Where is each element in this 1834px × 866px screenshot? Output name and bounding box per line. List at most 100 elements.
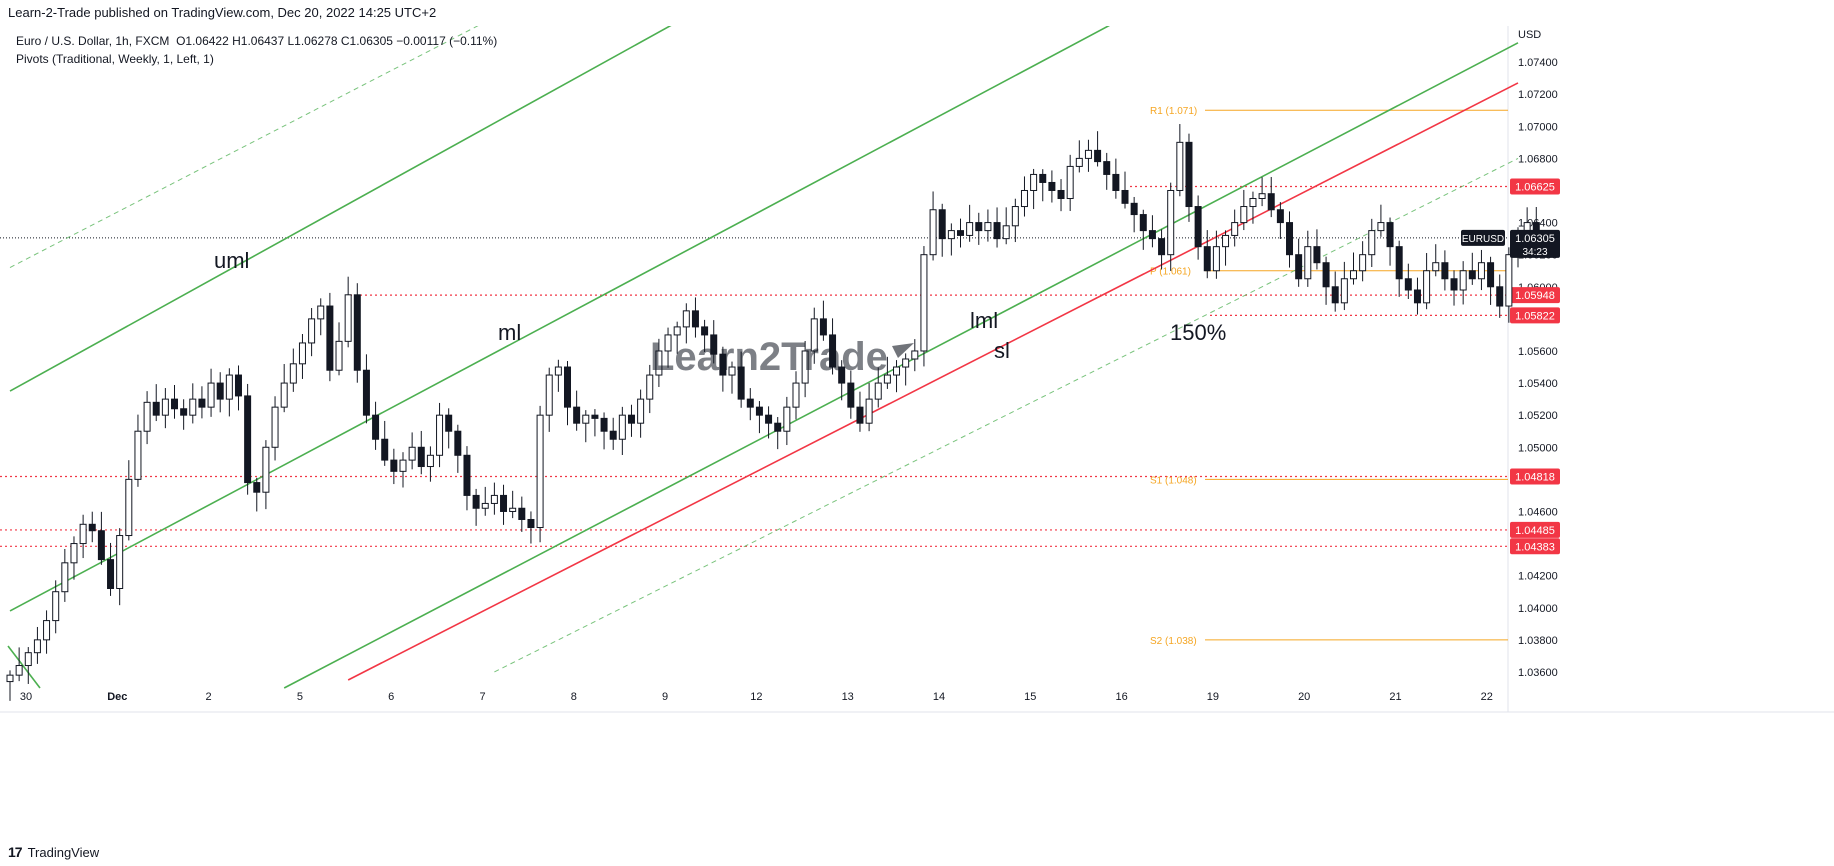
- candle-body: [1441, 262, 1449, 280]
- candle-body: [710, 334, 718, 355]
- pivot-label: S1 (1.048): [1150, 475, 1197, 486]
- candle-body: [582, 414, 590, 424]
- candle-body: [966, 222, 974, 236]
- candle-body: [1404, 278, 1412, 291]
- candle-body: [938, 209, 946, 240]
- price-axis-tick: 1.07400: [1518, 57, 1558, 69]
- candle-body: [225, 374, 233, 400]
- level-price-tag: [1510, 521, 1560, 538]
- candle-body: [509, 507, 517, 512]
- candle-body: [1359, 254, 1367, 272]
- candle-body: [1349, 270, 1357, 280]
- channel-line-sl[interactable]: [347, 82, 1519, 681]
- candle-body: [33, 639, 41, 654]
- candle-body: [1176, 141, 1184, 191]
- candle-body: [180, 408, 188, 416]
- candle-body: [883, 374, 891, 384]
- candle-body: [728, 366, 736, 376]
- candle-body: [134, 430, 142, 480]
- candle-body: [865, 398, 873, 424]
- candle-body: [79, 523, 87, 545]
- candle-body: [956, 230, 964, 236]
- level-price-tag: [1510, 538, 1560, 555]
- candle-body: [490, 494, 498, 504]
- channel-line-ml[interactable]: [9, 26, 1116, 612]
- candle-body: [1377, 222, 1385, 232]
- channel-line-upper-dashed[interactable]: [9, 26, 485, 268]
- candle-body: [6, 674, 14, 683]
- candle-body: [1139, 214, 1147, 232]
- candle-body: [372, 414, 380, 440]
- tradingview-logo[interactable]: 17 TradingView: [8, 844, 99, 860]
- candle-body: [381, 438, 389, 461]
- candle-body: [774, 422, 782, 432]
- candle-body: [746, 398, 754, 408]
- candle-body: [317, 305, 325, 320]
- candle-body: [161, 398, 169, 416]
- candle-body: [1203, 246, 1211, 272]
- candle-body: [701, 326, 709, 336]
- current-price-label: 1.06305: [1515, 233, 1555, 245]
- candle-body: [637, 398, 645, 424]
- candle-body: [929, 209, 937, 256]
- candle-body: [88, 523, 96, 532]
- candle-body: [819, 318, 827, 336]
- candle-body: [810, 318, 818, 352]
- candle-body: [171, 398, 179, 410]
- candle-body: [609, 430, 617, 440]
- candle-body: [1432, 262, 1440, 272]
- candle-body: [847, 382, 855, 408]
- channel-line-lower-dashed[interactable]: [494, 157, 1519, 673]
- price-axis-tick: 1.04200: [1518, 571, 1558, 583]
- candle-body: [682, 310, 690, 328]
- candle-body: [1313, 246, 1321, 264]
- channel-line-lml[interactable]: [283, 42, 1519, 689]
- candle-body: [893, 366, 901, 376]
- candle-body: [1194, 206, 1202, 248]
- candle-body: [646, 374, 654, 400]
- candle-body: [1340, 278, 1348, 304]
- price-axis-tick: 1.05200: [1518, 410, 1558, 422]
- level-price-label: 1.04383: [1515, 541, 1555, 553]
- time-axis-tick: 14: [933, 691, 945, 703]
- candle-body: [43, 620, 51, 641]
- candle-body: [664, 334, 672, 352]
- candle-body: [518, 507, 526, 520]
- time-axis-tick: 7: [479, 691, 485, 703]
- candle-body: [920, 254, 928, 352]
- candle-body: [52, 591, 60, 622]
- time-axis-tick: 21: [1389, 691, 1401, 703]
- candle-body: [1222, 234, 1230, 248]
- candle-body: [399, 459, 407, 472]
- candle-body: [1121, 189, 1129, 204]
- chart-legend: Euro / U.S. Dollar, 1h, FXCM O1.06422 H1…: [16, 32, 497, 68]
- candle-body: [1103, 161, 1111, 175]
- candle-body: [1276, 209, 1284, 224]
- price-chart[interactable]: USD1.074001.072001.070001.068001.066001.…: [0, 26, 1834, 840]
- candle-body: [472, 494, 480, 509]
- time-axis-tick: 20: [1298, 691, 1310, 703]
- learn2trade-watermark: Learn2Trade: [650, 335, 888, 379]
- candle-body: [198, 398, 206, 408]
- channel-line-uml[interactable]: [9, 26, 677, 392]
- candle-body: [573, 406, 581, 424]
- publisher-line: Learn-2-Trade published on TradingView.c…: [8, 5, 437, 20]
- candle-body: [1039, 173, 1047, 183]
- candle-body: [262, 446, 270, 493]
- level-price-tag: [1510, 307, 1560, 324]
- tradingview-logo-icon: 17: [8, 844, 23, 860]
- candle-body: [600, 417, 608, 432]
- candle-body: [234, 374, 242, 397]
- candle-body: [417, 446, 425, 468]
- current-symbol-tag[interactable]: [1461, 229, 1505, 246]
- price-axis-unit: USD: [1518, 29, 1541, 41]
- pivot-label: R1 (1.071): [1150, 106, 1197, 117]
- candle-body: [1240, 206, 1248, 224]
- candle-body: [1477, 262, 1485, 280]
- level-price-tag: [1510, 468, 1560, 485]
- candle-body: [271, 406, 279, 448]
- candle-body: [947, 230, 955, 240]
- candle-body: [1322, 262, 1330, 288]
- candle-body: [737, 366, 745, 400]
- price-axis-tick: 1.05600: [1518, 346, 1558, 358]
